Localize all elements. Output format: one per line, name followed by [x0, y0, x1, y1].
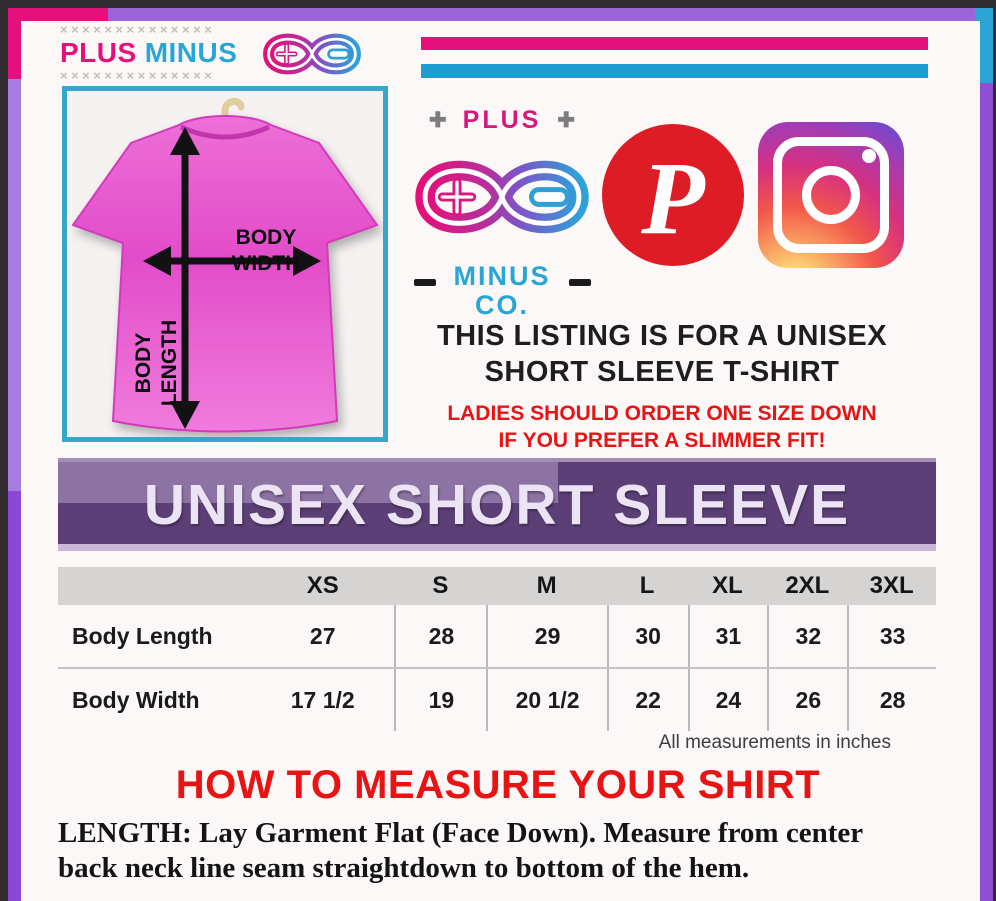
cell-value: 24 [687, 669, 768, 731]
cell-value: 19 [394, 669, 486, 731]
brand-x-row-bottom: ×××××××××××××× [60, 68, 216, 83]
top-border-pink-segment [8, 8, 108, 21]
logo-plus-label: PLUS [462, 106, 542, 134]
table-row-body-length: Body Length 27 28 29 30 31 32 33 [58, 605, 936, 667]
banner-bottom-strip [58, 544, 936, 551]
header-cell-xl: XL [687, 567, 768, 605]
banner-title: UNISEX SHORT SLEEVE [143, 472, 851, 537]
logo-plus-row: ✚ PLUS ✚ [408, 106, 596, 135]
cell-value: 30 [606, 605, 688, 667]
listing-line-1: THIS LISTING IS FOR A UNISEX [436, 320, 888, 352]
warning-line-2: IF YOU PREFER A SLIMMER FIT! [498, 429, 826, 452]
size-chart-header-row: XS S M L XL 2XL 3XL [58, 567, 936, 605]
tshirt-diagram-box: BODY WIDTH BODY LENGTH [62, 86, 388, 442]
listing-statement: THIS LISTING IS FOR A UNISEX SHORT SLEEV… [404, 318, 920, 454]
brand-wordmark: PLUS MINUS [60, 37, 237, 68]
instagram-camera-frame [773, 137, 889, 253]
logo-minus-label: MINUS [453, 261, 551, 291]
cross-star-icon: ✚ [429, 109, 447, 132]
brand-x-row-top: ×××××××××××××× [60, 22, 216, 37]
brand-lockup: ×××××××××××××× PLUS MINUS ×××××××××××××× [60, 22, 237, 83]
right-border-bar [980, 21, 993, 901]
top-border-cyan-segment [975, 8, 993, 21]
header-cell-l: L [606, 567, 688, 605]
cross-star-icon: ✚ [557, 109, 575, 132]
instagram-camera-lens [802, 166, 860, 224]
header-cell-2xl: 2XL [767, 567, 848, 605]
cell-value: 28 [847, 669, 936, 731]
header-pink-bar [421, 37, 928, 50]
cell-value: 33 [847, 605, 936, 667]
logo-co-label: CO. [474, 290, 529, 320]
logo-minus-co-stack: MINUS CO. [454, 262, 551, 320]
cell-value: 31 [687, 605, 768, 667]
ladies-warning: LADIES SHOULD ORDER ONE SIZE DOWN IF YOU… [404, 400, 920, 454]
left-border-bar [8, 21, 21, 901]
pinterest-icon: P [602, 124, 744, 266]
cell-value: 29 [486, 605, 606, 667]
row-label: Body Length [72, 622, 213, 649]
listing-line-2: SHORT SLEEVE T-SHIRT [484, 356, 840, 388]
header-cyan-bar [421, 64, 928, 78]
plus-minus-co-logo: ✚ PLUS ✚ MINUS CO. [408, 106, 596, 320]
minus-dash-icon [568, 279, 591, 286]
cell-value: 32 [767, 605, 847, 667]
cell-value: 28 [394, 605, 486, 667]
brand-word-plus: PLUS [60, 37, 137, 68]
length-term: LENGTH: [58, 817, 192, 849]
infinity-icon [263, 33, 361, 75]
row-label: Body Width [72, 686, 200, 713]
tshirt-diagram-graphic [71, 98, 379, 433]
logo-minus-row: MINUS CO. [408, 262, 596, 320]
minus-dash-icon [413, 279, 436, 286]
warning-line-1: LADIES SHOULD ORDER ONE SIZE DOWN [447, 402, 877, 425]
length-description: Lay Garment Flat (Face Down). Measure fr… [58, 817, 863, 884]
cell-value: 20 1/2 [486, 669, 606, 731]
table-row-body-width: Body Width 17 1/2 19 20 1/2 22 24 26 28 [58, 667, 936, 731]
measurements-footnote: All measurements in inches [658, 732, 891, 753]
cell-value: 27 [309, 622, 336, 649]
body-width-label: BODY WIDTH [231, 226, 301, 275]
brand-word-minus: MINUS [144, 37, 238, 68]
header-cell-xs: XS [251, 567, 395, 605]
how-to-measure-heading: HOW TO MEASURE YOUR SHIRT [175, 763, 821, 807]
header-cell-3xl: 3XL [847, 567, 936, 605]
cell-value: 17 1/2 [290, 686, 355, 713]
section-banner: UNISEX SHORT SLEEVE [58, 458, 936, 551]
banner-light-overlay [58, 462, 559, 503]
length-instruction: LENGTH: Lay Garment Flat (Face Down). Me… [58, 816, 913, 886]
cell-value: 22 [606, 669, 688, 731]
infinity-icon-large [415, 160, 589, 234]
cell-value: 26 [767, 669, 847, 731]
size-chart-table: XS S M L XL 2XL 3XL Body Length 27 28 29… [58, 567, 936, 731]
header-cell-m: M [486, 567, 607, 605]
header-cell-blank [58, 567, 252, 605]
tshirt-graphic [71, 115, 379, 433]
top-border-purple-segment [108, 8, 975, 21]
instagram-icon [758, 122, 904, 268]
top-border-bar [8, 8, 993, 21]
pinterest-p-glyph: P [641, 141, 705, 256]
body-length-arrow [170, 127, 200, 429]
header-cell-s: S [394, 567, 487, 605]
instagram-camera-flash-dot [862, 149, 876, 163]
body-width-arrow [143, 246, 321, 276]
banner-top-line [58, 458, 936, 462]
body-length-label: BODY LENGTH [132, 319, 181, 407]
